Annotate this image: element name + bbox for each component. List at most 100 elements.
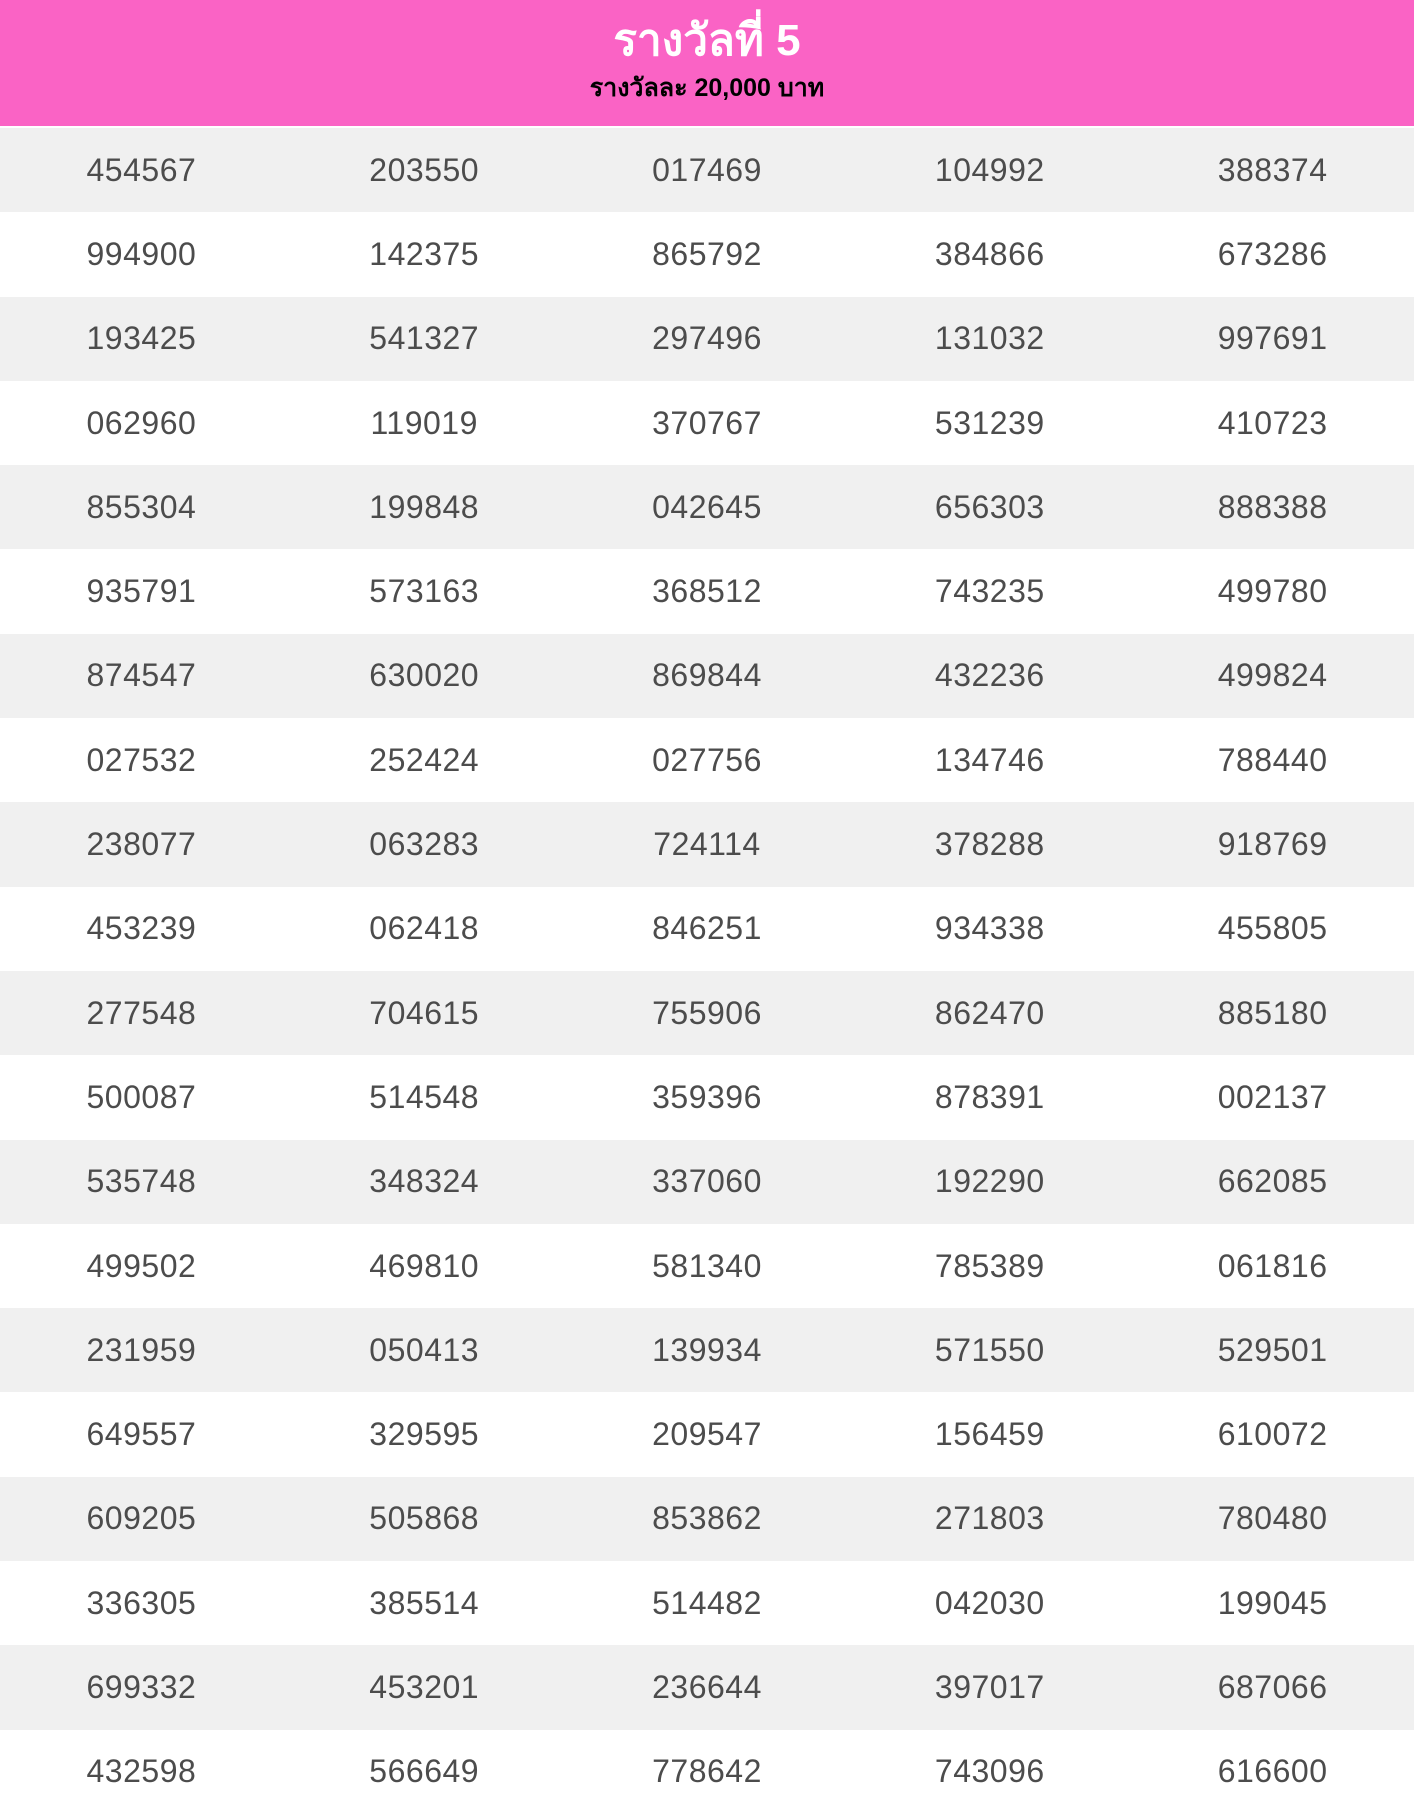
table-row: 453239 062418 846251 934338 455805 xyxy=(0,886,1414,971)
table-row: 699332 453201 236644 397017 687066 xyxy=(0,1645,1414,1730)
prize-number-cell: 199848 xyxy=(369,488,480,525)
table-row: 027532 252424 027756 134746 788440 xyxy=(0,718,1414,803)
prize-number-cell: 042645 xyxy=(652,488,762,525)
prize-number-cell: 855304 xyxy=(86,488,197,525)
prize-number-cell: 918769 xyxy=(1217,826,1328,863)
prize-number-cell: 042030 xyxy=(934,1584,1045,1621)
prize-number-cell: 199045 xyxy=(1217,1584,1328,1621)
prize-number-cell: 193425 xyxy=(86,320,197,357)
prize-number-cell: 529501 xyxy=(1217,1331,1328,1368)
prize-number-cell: 610072 xyxy=(1217,1416,1328,1453)
prize-number-cell: 935791 xyxy=(86,573,197,610)
prize-number-cell: 017469 xyxy=(652,151,762,188)
prize-number-cell: 609205 xyxy=(86,1500,197,1537)
prize-number-cell: 027532 xyxy=(86,741,197,778)
prize-number-cell: 573163 xyxy=(369,573,480,610)
prize-number-cell: 649557 xyxy=(86,1416,197,1453)
prize-number-cell: 453201 xyxy=(369,1668,480,1705)
prize-number-cell: 934338 xyxy=(934,910,1045,947)
prize-number-cell: 662085 xyxy=(1217,1163,1328,1200)
prize-number-cell: 134746 xyxy=(934,741,1045,778)
prize-amount-subtitle: รางวัลละ 20,000 บาท xyxy=(589,74,825,102)
prize-header-banner: รางวัลที่ 5 รางวัลละ 20,000 บาท xyxy=(0,0,1414,126)
table-row: 649557 329595 209547 156459 610072 xyxy=(0,1392,1414,1477)
prize-number-cell: 063283 xyxy=(369,826,480,863)
prize-number-cell: 252424 xyxy=(369,741,480,778)
prize-number-cell: 687066 xyxy=(1217,1668,1328,1705)
table-row: 238077 063283 724114 378288 918769 xyxy=(0,802,1414,887)
prize-number-cell: 329595 xyxy=(369,1416,480,1453)
prize-number-cell: 853862 xyxy=(652,1500,762,1537)
prize-number-cell: 397017 xyxy=(934,1668,1045,1705)
table-row: 535748 348324 337060 192290 662085 xyxy=(0,1139,1414,1224)
prize-number-cell: 359396 xyxy=(652,1078,762,1115)
prize-number-cell: 514482 xyxy=(652,1584,762,1621)
prize-number-cell: 410723 xyxy=(1217,404,1328,441)
prize-number-cell: 432236 xyxy=(934,657,1045,694)
table-row: 454567 203550 017469 104992 388374 xyxy=(0,128,1414,213)
prize-number-cell: 541327 xyxy=(369,320,480,357)
prize-number-cell: 050413 xyxy=(369,1331,480,1368)
table-row: 935791 573163 368512 743235 499780 xyxy=(0,549,1414,634)
prize-number-cell: 203550 xyxy=(369,151,480,188)
prize-number-cell: 780480 xyxy=(1217,1500,1328,1537)
prize-number-cell: 505868 xyxy=(369,1500,480,1537)
table-row: 500087 514548 359396 878391 002137 xyxy=(0,1055,1414,1140)
prize-number-cell: 454567 xyxy=(86,151,197,188)
prize-number-cell: 743096 xyxy=(934,1753,1045,1790)
prize-number-cell: 432598 xyxy=(86,1753,197,1790)
table-row: 609205 505868 853862 271803 780480 xyxy=(0,1476,1414,1562)
prize-number-cell: 656303 xyxy=(934,488,1045,525)
prize-number-cell: 862470 xyxy=(934,994,1045,1031)
prize-number-cell: 994900 xyxy=(86,235,197,272)
prize-number-cell: 997691 xyxy=(1217,320,1328,357)
prize-number-cell: 378288 xyxy=(934,826,1045,863)
prize-number-cell: 499780 xyxy=(1217,573,1328,610)
prize-number-cell: 673286 xyxy=(1217,235,1328,272)
prize-number-cell: 297496 xyxy=(652,320,762,357)
table-row: 855304 199848 042645 656303 888388 xyxy=(0,465,1414,550)
prize-number-cell: 337060 xyxy=(652,1163,762,1200)
prize-number-cell: 192290 xyxy=(934,1163,1045,1200)
prize-number-cell: 061816 xyxy=(1217,1247,1328,1284)
prize-number-cell: 535748 xyxy=(86,1163,197,1200)
prize-number-cell: 724114 xyxy=(653,826,761,863)
prize-number-cell: 385514 xyxy=(369,1584,480,1621)
prize-numbers-table: 454567 203550 017469 104992 388374 994900 1423… xyxy=(0,128,1414,1814)
prize-number-cell: 231959 xyxy=(86,1331,197,1368)
prize-number-cell: 370767 xyxy=(652,404,762,441)
prize-number-cell: 778642 xyxy=(652,1753,762,1790)
prize-number-cell: 271803 xyxy=(934,1500,1045,1537)
table-row: 432598 566649 778642 743096 616600 xyxy=(0,1729,1414,1814)
table-row: 336305 385514 514482 042030 199045 xyxy=(0,1561,1414,1646)
prize-number-cell: 388374 xyxy=(1217,151,1328,188)
prize-number-cell: 743235 xyxy=(934,573,1045,610)
prize-number-cell: 238077 xyxy=(86,826,197,863)
prize-number-cell: 704615 xyxy=(369,994,480,1031)
prize-number-cell: 630020 xyxy=(369,657,480,694)
prize-number-cell: 277548 xyxy=(86,994,197,1031)
prize-number-cell: 104992 xyxy=(934,151,1045,188)
prize-number-cell: 865792 xyxy=(652,235,762,272)
prize-number-cell: 027756 xyxy=(652,741,762,778)
prize-number-cell: 455805 xyxy=(1217,910,1328,947)
prize-number-cell: 119019 xyxy=(370,404,478,441)
prize-number-cell: 785389 xyxy=(934,1247,1045,1284)
table-row: 499502 469810 581340 785389 061816 xyxy=(0,1223,1414,1309)
table-row: 874547 630020 869844 432236 499824 xyxy=(0,633,1414,719)
prize-number-cell: 209547 xyxy=(652,1416,762,1453)
prize-number-cell: 499824 xyxy=(1217,657,1328,694)
prize-number-cell: 571550 xyxy=(934,1331,1045,1368)
prize-number-cell: 062418 xyxy=(369,910,480,947)
prize-number-cell: 846251 xyxy=(652,910,762,947)
prize-number-cell: 531239 xyxy=(934,404,1045,441)
prize-number-cell: 566649 xyxy=(369,1753,480,1790)
prize-number-cell: 514548 xyxy=(369,1078,480,1115)
prize-number-cell: 878391 xyxy=(934,1078,1045,1115)
prize-number-cell: 616600 xyxy=(1217,1753,1328,1790)
table-row: 062960 119019 370767 531239 410723 xyxy=(0,380,1414,466)
prize-number-cell: 139934 xyxy=(652,1331,762,1368)
prize-number-cell: 368512 xyxy=(652,573,762,610)
table-row: 277548 704615 755906 862470 885180 xyxy=(0,970,1414,1056)
prize-number-cell: 885180 xyxy=(1217,994,1328,1031)
